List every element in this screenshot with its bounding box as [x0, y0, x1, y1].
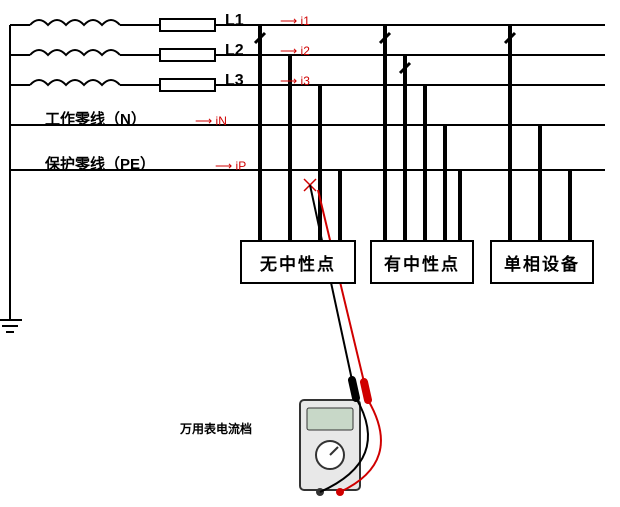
label-l3: L3	[225, 72, 244, 90]
current-ip: ⟶ iP	[215, 159, 246, 173]
current-i1: ⟶ i1	[280, 14, 310, 28]
load-single-phase: 单相设备	[490, 240, 594, 284]
label-l1: L1	[225, 12, 244, 30]
load-with-neutral: 有中性点	[370, 240, 474, 284]
label-n: 工作零线（N）	[45, 108, 146, 129]
current-i3: ⟶ i3	[280, 74, 310, 88]
current-i2: ⟶ i2	[280, 44, 310, 58]
label-pe: 保护零线（PE）	[45, 153, 155, 174]
meter-mode-label: 万用表电流档	[180, 420, 252, 437]
load-no-neutral: 无中性点	[240, 240, 356, 284]
current-in: ⟶ iN	[195, 114, 227, 128]
label-l2: L2	[225, 42, 244, 60]
